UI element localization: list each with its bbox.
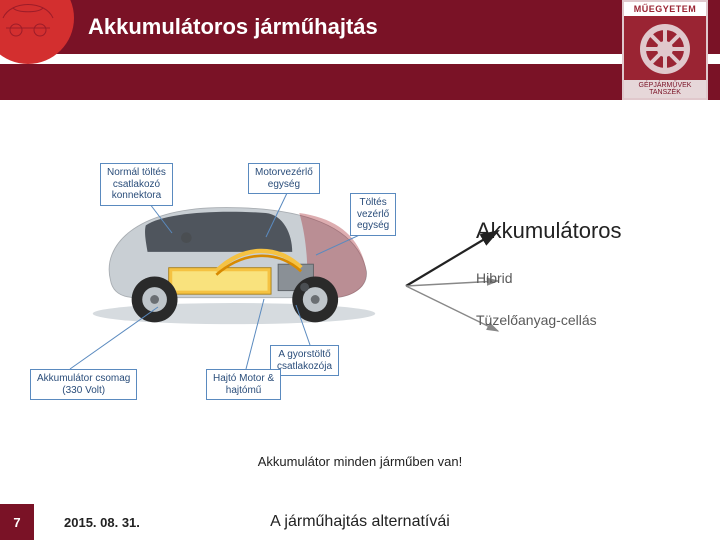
- logo-top-text: MŰEGYETEM: [624, 2, 706, 16]
- header-bar: Akkumulátoros járműhajtás: [0, 0, 720, 54]
- university-logo: MŰEGYETEM GÉPJÁRMŰVEK TANSZÉK: [622, 0, 708, 100]
- sub-header-bar: [0, 64, 720, 100]
- type-hybrid: Hibrid: [476, 270, 688, 286]
- callout-drive-motor: Hajtó Motor & hajtómű: [206, 369, 281, 400]
- vehicle-diagram: Normál töltés csatlakozó konnektora Motor…: [10, 163, 472, 413]
- footer: 7 2015. 08. 31. A járműhajtás alternatív…: [0, 504, 720, 540]
- diagram-caption: Akkumulátor minden járműben van!: [0, 454, 720, 469]
- logo-bottom-text: GÉPJÁRMŰVEK TANSZÉK: [624, 80, 706, 98]
- accent-graphic: [0, 0, 74, 64]
- footer-title: A járműhajtás alternatívái: [0, 513, 720, 531]
- callout-battery-pack: Akkumulátor csomag (330 Volt): [30, 369, 137, 400]
- wheel-icon: [638, 22, 692, 76]
- type-fuelcell: Tüzelőanyag-cellás: [476, 312, 688, 328]
- callout-normal-charge: Normál töltés csatlakozó konnektora: [100, 163, 173, 206]
- page-title: Akkumulátoros járműhajtás: [88, 14, 378, 40]
- callout-motor-control: Motorvezérlő egység: [248, 163, 320, 194]
- drive-type-list: Akkumulátoros Hibrid Tüzelőanyag-cellás: [476, 218, 688, 328]
- callout-charge-control: Töltés vezérlő egység: [350, 193, 396, 236]
- type-battery: Akkumulátoros: [476, 218, 688, 244]
